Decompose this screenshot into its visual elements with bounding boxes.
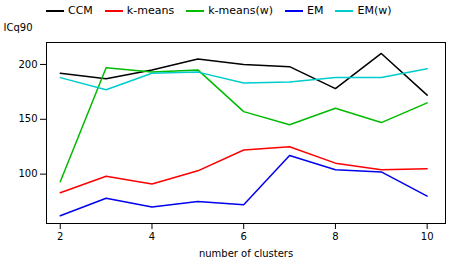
html-text:EM(w): EM(w) [357,4,392,17]
svg-text:200: 200 [18,59,37,70]
svg-text:8: 8 [332,231,338,242]
html-text:EM: EM [307,4,324,17]
svg-text:2: 2 [57,231,63,242]
svg-text:10: 10 [421,231,434,242]
svg-text:ICq90: ICq90 [4,22,33,33]
svg-text:100: 100 [18,168,37,179]
svg-text:6: 6 [241,231,247,242]
html-text:CCM: CCM [68,4,93,17]
svg-text:150: 150 [18,113,37,124]
html-text:k-means(w): k-means(w) [208,4,273,17]
html-text:k-means: k-means [126,4,175,17]
svg-text:4: 4 [149,231,155,242]
svg-text:number of clusters: number of clusters [199,248,293,259]
